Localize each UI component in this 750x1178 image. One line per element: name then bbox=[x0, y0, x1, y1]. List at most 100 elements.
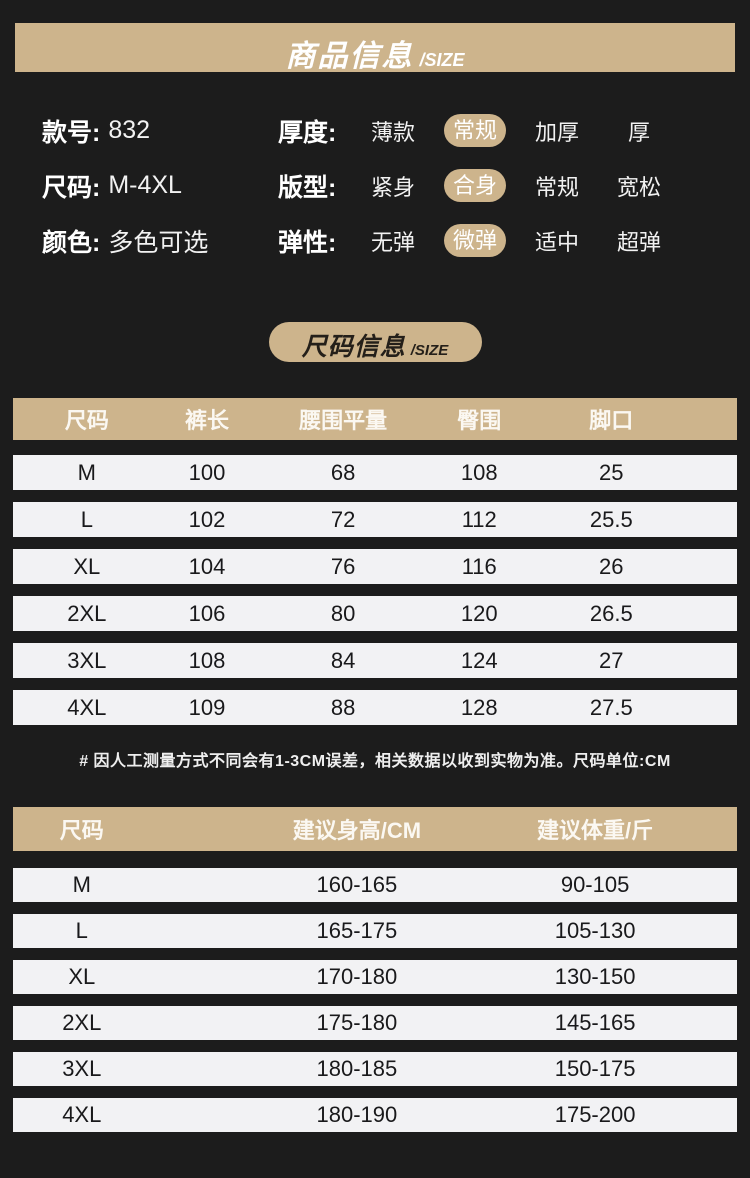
cell: 102 bbox=[188, 506, 226, 532]
attr-thickness: 厚度: 薄款 常规 加厚 厚 bbox=[278, 103, 750, 158]
fit-option: 常规 bbox=[534, 174, 579, 200]
cell: 170-180 bbox=[316, 964, 398, 989]
thickness-option: 厚 bbox=[627, 119, 650, 145]
cell: 105-130 bbox=[554, 918, 636, 943]
cell: 27 bbox=[599, 647, 624, 673]
col-header-waist: 腰围平量 bbox=[299, 408, 388, 433]
attr-elasticity: 弹性: 无弹 微弹 适中 超弹 bbox=[278, 213, 750, 268]
cell: 108 bbox=[188, 647, 226, 673]
cell: 124 bbox=[460, 647, 498, 673]
cell: 116 bbox=[461, 553, 497, 579]
cell: 145-165 bbox=[554, 1010, 636, 1035]
col-header-weight: 建议体重/斤 bbox=[537, 818, 654, 843]
cell: 106 bbox=[188, 600, 226, 626]
attr-label: 尺码: bbox=[42, 173, 101, 202]
table-row: XL 104 76 116 26 bbox=[13, 549, 737, 584]
cell: 2XL bbox=[62, 1010, 102, 1035]
cell: 88 bbox=[330, 694, 356, 720]
col-header-leg-opening: 脚口 bbox=[589, 408, 634, 433]
size-info-badge: 尺码信息 /SIZE bbox=[268, 322, 482, 362]
attr-style-number: 款号: 832 bbox=[42, 103, 278, 158]
elasticity-option: 适中 bbox=[534, 229, 579, 255]
cell: 109 bbox=[188, 694, 226, 720]
cell: 90-105 bbox=[560, 872, 630, 897]
attr-color: 颜色: 多色可选 bbox=[42, 213, 278, 268]
attributes-right-column: 厚度: 薄款 常规 加厚 厚 版型: 紧身 合身 常规 宽松 弹性: 无弹 微弹… bbox=[278, 103, 750, 268]
cell: 160-165 bbox=[316, 872, 398, 897]
attr-value: 832 bbox=[108, 116, 151, 144]
cell: 100 bbox=[188, 459, 226, 485]
cell: 4XL bbox=[67, 694, 107, 720]
cell: 25.5 bbox=[589, 506, 633, 532]
cell: 108 bbox=[460, 459, 498, 485]
product-attributes: 款号: 832 尺码: M-4XL 颜色: 多色可选 厚度: 薄款 常规 加厚 … bbox=[0, 103, 750, 268]
badge-subtitle: /SIZE bbox=[410, 342, 449, 359]
fit-recommendation-table: 尺码 建议身高/CM 建议体重/斤 M 160-165 90-105 L 165… bbox=[13, 807, 737, 1132]
cell: 165-175 bbox=[316, 918, 398, 943]
cell: 27.5 bbox=[589, 694, 633, 720]
cell: XL bbox=[73, 553, 101, 579]
col-header-size: 尺码 bbox=[64, 408, 109, 433]
size-measurements-table: 尺码 裤长 腰围平量 臀围 脚口 M 100 68 108 25 L 102 7… bbox=[13, 398, 737, 725]
col-header-height: 建议身高/CM bbox=[292, 818, 422, 843]
attr-label: 版型: bbox=[278, 173, 337, 202]
table-row: M 100 68 108 25 bbox=[13, 455, 737, 490]
thickness-option: 薄款 bbox=[370, 119, 415, 145]
table-header-row: 尺码 建议身高/CM 建议体重/斤 bbox=[13, 807, 737, 851]
col-header-pant-length: 裤长 bbox=[185, 408, 230, 433]
cell: 3XL bbox=[67, 647, 107, 673]
table-row: 3XL 108 84 124 27 bbox=[13, 643, 737, 678]
measurement-disclaimer: # 因人工测量方式不同会有1-3CM误差，相关数据以收到实物为准。尺码单位:CM bbox=[79, 753, 671, 770]
cell: 180-185 bbox=[316, 1056, 398, 1081]
col-header-size: 尺码 bbox=[59, 818, 104, 843]
cell: 120 bbox=[460, 600, 498, 626]
cell: 130-150 bbox=[554, 964, 636, 989]
table-row: 2XL 175-180 145-165 bbox=[13, 1006, 737, 1040]
cell: 180-190 bbox=[316, 1102, 398, 1127]
table-row: L 102 72 112 25.5 bbox=[13, 502, 737, 537]
fit-option-selected: 合身 bbox=[444, 169, 506, 202]
cell: 80 bbox=[330, 600, 356, 626]
col-header-hip: 臀围 bbox=[457, 408, 502, 433]
cell: M bbox=[72, 872, 91, 897]
attr-label: 厚度: bbox=[278, 118, 337, 147]
cell: M bbox=[77, 459, 96, 485]
table-row: 4XL 180-190 175-200 bbox=[13, 1098, 737, 1132]
attr-size-range: 尺码: M-4XL bbox=[42, 158, 278, 213]
product-info-banner: 商品信息 /SIZE bbox=[15, 23, 735, 73]
attr-value: M-4XL bbox=[108, 171, 182, 199]
elasticity-option: 超弹 bbox=[616, 229, 661, 255]
table-row: XL 170-180 130-150 bbox=[13, 960, 737, 994]
table-row: L 165-175 105-130 bbox=[13, 914, 737, 948]
attr-label: 颜色: bbox=[42, 228, 101, 257]
cell: 76 bbox=[330, 553, 356, 579]
cell: 112 bbox=[461, 506, 497, 532]
elasticity-option: 无弹 bbox=[370, 229, 415, 255]
table-row: M 160-165 90-105 bbox=[13, 868, 737, 902]
cell: L bbox=[75, 918, 88, 943]
thickness-option-selected: 常规 bbox=[444, 114, 506, 147]
cell: 25 bbox=[599, 459, 624, 485]
fit-option: 紧身 bbox=[370, 174, 415, 200]
cell: L bbox=[80, 506, 93, 532]
cell: 175-200 bbox=[554, 1102, 636, 1127]
cell: 175-180 bbox=[316, 1010, 398, 1035]
fit-option: 宽松 bbox=[616, 174, 661, 200]
banner-subtitle: /SIZE bbox=[419, 50, 465, 70]
banner-title: 商品信息 bbox=[285, 40, 414, 73]
cell: XL bbox=[68, 964, 96, 989]
cell: 68 bbox=[330, 459, 356, 485]
cell: 2XL bbox=[67, 600, 107, 626]
cell: 3XL bbox=[62, 1056, 102, 1081]
elasticity-option-selected: 微弹 bbox=[444, 224, 506, 257]
cell: 104 bbox=[188, 553, 226, 579]
cell: 128 bbox=[460, 694, 498, 720]
cell: 72 bbox=[330, 506, 356, 532]
attr-fit-type: 版型: 紧身 合身 常规 宽松 bbox=[278, 158, 750, 213]
badge-title: 尺码信息 bbox=[301, 333, 406, 361]
table-row: 3XL 180-185 150-175 bbox=[13, 1052, 737, 1086]
cell: 26.5 bbox=[589, 600, 633, 626]
cell: 26 bbox=[599, 553, 624, 579]
attributes-left-column: 款号: 832 尺码: M-4XL 颜色: 多色可选 bbox=[0, 103, 278, 268]
